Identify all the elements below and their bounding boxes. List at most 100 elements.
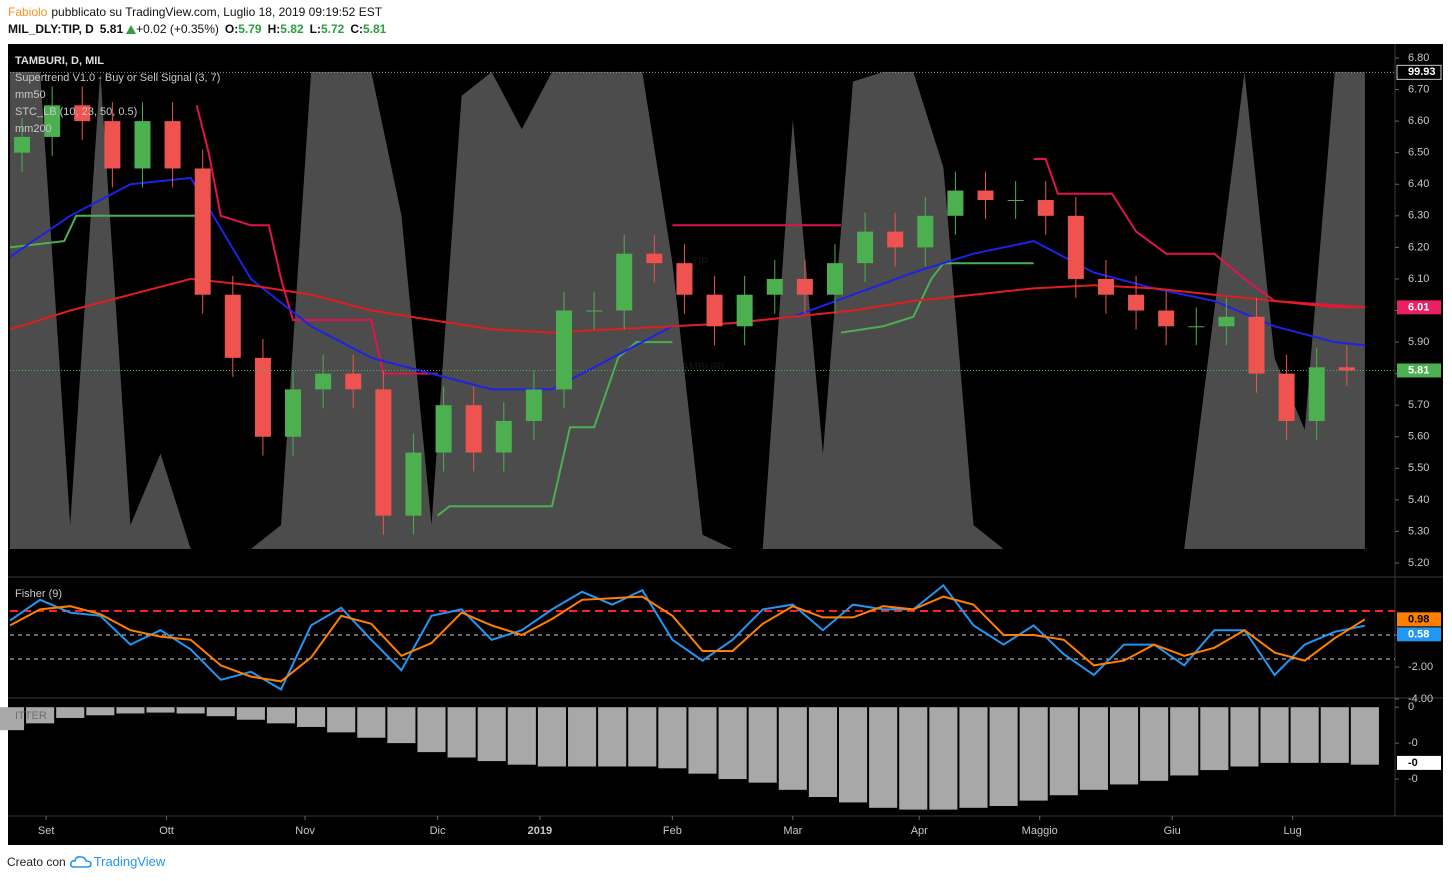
- price-tag: [1397, 300, 1441, 315]
- itter-bar: [477, 707, 506, 762]
- y-tick-label: 6.70: [1408, 83, 1429, 95]
- itter-bar: [778, 707, 807, 790]
- itter-bar: [327, 707, 356, 733]
- candle-body: [194, 168, 211, 295]
- itter-bar: [1109, 707, 1139, 785]
- author: Fabiolo: [8, 5, 48, 19]
- candle-body: [104, 121, 121, 169]
- chart-title: TAMBURI, D, MIL: [15, 55, 104, 67]
- candle-body: [435, 405, 452, 453]
- candle-body: [495, 420, 512, 453]
- itter-bar: [357, 707, 386, 738]
- candle-body: [1158, 310, 1175, 327]
- x-tick-label: Ott: [159, 825, 174, 837]
- y-tick-label: 6.40: [1408, 178, 1429, 190]
- candle-body: [796, 278, 813, 295]
- candle-body: [1097, 278, 1114, 295]
- candle-body: [164, 121, 181, 169]
- y-tick-label: 5.40: [1408, 494, 1429, 506]
- candle-body: [375, 389, 392, 516]
- y-tick-label: -4.00: [1408, 693, 1433, 705]
- footer: Creato con TradingView: [7, 854, 165, 869]
- price: 5.81: [99, 22, 124, 36]
- itter-bar: [1320, 707, 1349, 763]
- candle-body: [887, 231, 904, 248]
- itter-bar: [658, 707, 687, 769]
- footer-text: Creato con: [7, 854, 66, 869]
- candle-body: [857, 231, 874, 264]
- itter-bar: [1260, 707, 1289, 763]
- y-tick-label: 5.20: [1408, 557, 1429, 569]
- price-tag: [1396, 64, 1442, 80]
- itter-bar: [116, 707, 145, 714]
- candle-body: [525, 389, 542, 421]
- candle-body: [1067, 215, 1084, 279]
- ohlc-label: H:: [267, 22, 281, 36]
- x-tick-label: Feb: [663, 825, 682, 837]
- up-arrow: [126, 25, 137, 34]
- candle-body: [224, 294, 241, 358]
- x-tick-label: Maggio: [1022, 825, 1058, 837]
- fisher-line: [9, 595, 1366, 683]
- itter-bar: [26, 707, 55, 724]
- candle-body: [676, 263, 693, 295]
- candle-body: [766, 278, 783, 295]
- y-tick-label: 6.30: [1408, 210, 1429, 222]
- candle-body: [556, 310, 572, 390]
- candle-body: [1037, 200, 1054, 216]
- candle-body: [1188, 326, 1205, 328]
- itter-bar: [507, 707, 536, 765]
- brand: TradingView: [93, 854, 166, 869]
- ohlc-value: 5.81: [362, 22, 387, 36]
- itter-bar: [206, 707, 235, 717]
- candle-body: [345, 373, 362, 390]
- y-tick-label: 5.50: [1408, 462, 1429, 474]
- indicator-line: [9, 214, 1034, 517]
- itter-bar: [417, 707, 446, 753]
- candle-body: [706, 294, 723, 327]
- price-tag: [1397, 612, 1441, 627]
- candle-body: [1248, 316, 1265, 374]
- symbol-line: MIL_DLY:TIP, D 5.81 +0.02 (+0.35%) O: 5.7…: [8, 21, 392, 38]
- itter-bar: [146, 707, 175, 713]
- y-tick-label: 5.30: [1408, 525, 1429, 537]
- x-tick-label: Set: [38, 825, 55, 837]
- itter-bar: [838, 707, 868, 803]
- x-tick-label: Giu: [1164, 825, 1181, 837]
- candle-body: [1218, 316, 1235, 327]
- itter-bar: [297, 707, 326, 727]
- y-tick-label: 6.60: [1408, 115, 1429, 127]
- candle-body: [1338, 367, 1355, 371]
- legend-entry: mm50: [15, 89, 46, 101]
- candle-body: [285, 389, 302, 437]
- price-tag: [1397, 755, 1441, 770]
- x-tick-label: Mar: [783, 825, 802, 837]
- itter-bar: [718, 707, 747, 780]
- legend-entry: STC_LB (10, 23, 50, 0.5): [15, 106, 137, 118]
- y-tick-label: 5.90: [1408, 336, 1429, 348]
- candle-body: [74, 105, 91, 122]
- ohlc-label: C:: [350, 22, 363, 36]
- indicator-line: [9, 277, 1365, 334]
- itter-bar: [628, 707, 657, 767]
- candle-body: [977, 190, 994, 201]
- candle-body: [646, 253, 663, 264]
- itter-bar: [387, 707, 416, 744]
- itter-bar: [447, 707, 476, 758]
- x-tick-label: 2019: [528, 825, 552, 837]
- y-tick-label: -0: [1408, 773, 1418, 785]
- price-tag: [1397, 627, 1441, 642]
- y-tick-label: 5.70: [1408, 399, 1429, 411]
- itter-bar: [1230, 707, 1259, 767]
- legend-entry: Supertrend V1.0 - Buy or Sell Signal (3,…: [15, 72, 220, 84]
- y-tick-label: 6.10: [1408, 273, 1429, 285]
- pane-title: ITTER: [15, 710, 47, 722]
- itter-bar: [869, 707, 898, 808]
- ohlc-label: L:: [309, 22, 321, 36]
- ohlc-value: 5.79: [238, 22, 262, 36]
- ohlc-value: 5.72: [320, 22, 345, 36]
- candle-body: [917, 215, 934, 248]
- brand-logo: [69, 855, 92, 868]
